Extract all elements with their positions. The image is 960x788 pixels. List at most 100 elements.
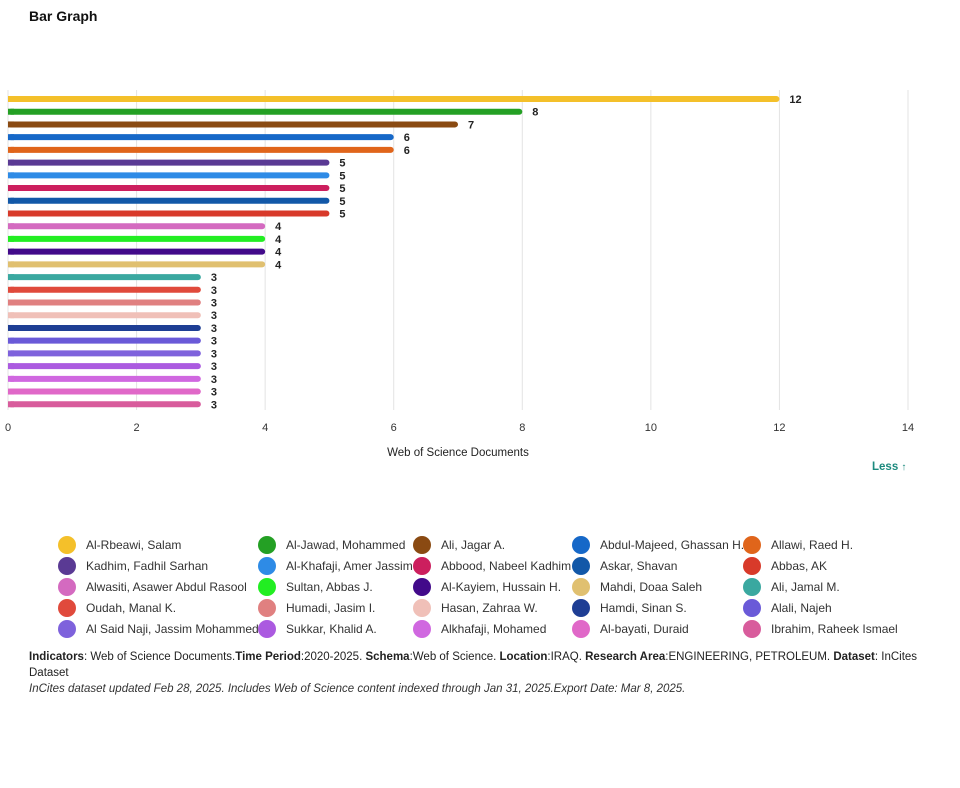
bar[interactable] bbox=[8, 146, 394, 153]
legend-item[interactable]: Al Said Naji, Jassim Mohammed bbox=[58, 620, 259, 638]
less-button[interactable]: Less ↑ bbox=[872, 461, 906, 473]
legend-item[interactable]: Al-Jawad, Mohammed bbox=[258, 536, 405, 554]
legend-item[interactable]: Sukkar, Khalid A. bbox=[258, 620, 377, 638]
legend-swatch-icon bbox=[743, 599, 761, 617]
legend-swatch-icon bbox=[258, 599, 276, 617]
bar-value-label: 3 bbox=[211, 310, 217, 322]
bar-base bbox=[8, 210, 14, 217]
bar-base bbox=[8, 261, 14, 268]
bar[interactable] bbox=[8, 350, 201, 357]
legend-swatch-icon bbox=[572, 557, 590, 575]
legend-item[interactable]: Al-Rbeawi, Salam bbox=[58, 536, 181, 554]
x-tick-label: 4 bbox=[262, 422, 268, 434]
bar-base bbox=[8, 324, 14, 331]
time-period-value: :2020-2025. bbox=[300, 651, 366, 663]
bar-value-label: 3 bbox=[211, 387, 217, 399]
legend-item[interactable]: Al-Kayiem, Hussain H. bbox=[413, 578, 561, 596]
bar-base bbox=[8, 401, 14, 408]
bar-value-label: 4 bbox=[275, 247, 282, 259]
bar[interactable] bbox=[8, 363, 201, 370]
location-value: :IRAQ. bbox=[547, 651, 586, 663]
bar[interactable] bbox=[8, 235, 266, 242]
legend-label: Abdul-Majeed, Ghassan H. bbox=[600, 538, 745, 552]
bar[interactable] bbox=[8, 401, 201, 408]
bar[interactable] bbox=[8, 172, 330, 179]
bar-base bbox=[8, 223, 14, 230]
legend-swatch-icon bbox=[58, 578, 76, 596]
bar[interactable] bbox=[8, 134, 394, 141]
legend-label: Ali, Jagar A. bbox=[441, 538, 506, 552]
bar-base bbox=[8, 134, 14, 141]
bar-value-label: 5 bbox=[339, 183, 345, 195]
legend-item[interactable]: Abbas, AK bbox=[743, 557, 827, 575]
legend-item[interactable]: Abbood, Nabeel Kadhim bbox=[413, 557, 571, 575]
legend-item[interactable]: Al-bayati, Duraid bbox=[572, 620, 689, 638]
legend-item[interactable]: Oudah, Manal K. bbox=[58, 599, 176, 617]
bar-value-label: 3 bbox=[211, 399, 217, 411]
legend-swatch-icon bbox=[413, 620, 431, 638]
legend-item[interactable]: Hamdi, Sinan S. bbox=[572, 599, 687, 617]
legend-item[interactable]: Kadhim, Fadhil Sarhan bbox=[58, 557, 208, 575]
bar-value-label: 3 bbox=[211, 323, 217, 335]
bar-value-label: 6 bbox=[404, 145, 410, 157]
bar[interactable] bbox=[8, 96, 780, 102]
legend-label: Humadi, Jasim I. bbox=[286, 601, 376, 615]
legend-item[interactable]: Ibrahim, Raheek Ismael bbox=[743, 620, 898, 638]
bar-base bbox=[8, 299, 14, 306]
bar[interactable] bbox=[8, 108, 523, 115]
bar[interactable] bbox=[8, 299, 201, 306]
bar[interactable] bbox=[8, 248, 266, 255]
legend-item[interactable]: Askar, Shavan bbox=[572, 557, 677, 575]
legend-item[interactable]: Hasan, Zahraa W. bbox=[413, 599, 538, 617]
bar[interactable] bbox=[8, 274, 201, 281]
bar-base bbox=[8, 363, 14, 370]
legend-label: Al-bayati, Duraid bbox=[600, 622, 689, 636]
legend-item[interactable]: Sultan, Abbas J. bbox=[258, 578, 373, 596]
bar[interactable] bbox=[8, 159, 330, 166]
legend-label: Ibrahim, Raheek Ismael bbox=[771, 622, 898, 636]
bar[interactable] bbox=[8, 312, 201, 319]
legend-item[interactable]: Alkhafaji, Mohamed bbox=[413, 620, 546, 638]
legend-swatch-icon bbox=[258, 536, 276, 554]
bar-base bbox=[8, 312, 14, 319]
bar[interactable] bbox=[8, 337, 201, 344]
bar-base bbox=[8, 108, 14, 115]
legend-item[interactable]: Al-Khafaji, Amer Jassim bbox=[258, 557, 413, 575]
bar-value-label: 5 bbox=[339, 208, 345, 220]
legend-label: Alali, Najeh bbox=[771, 601, 832, 615]
bar[interactable] bbox=[8, 121, 458, 128]
bar-value-label: 5 bbox=[339, 196, 345, 208]
bar[interactable] bbox=[8, 286, 201, 293]
legend-item[interactable]: Alali, Najeh bbox=[743, 599, 832, 617]
legend-swatch-icon bbox=[743, 578, 761, 596]
legend-label: Al-Jawad, Mohammed bbox=[286, 538, 406, 552]
bar[interactable] bbox=[8, 375, 201, 382]
legend-item[interactable]: Humadi, Jasim I. bbox=[258, 599, 375, 617]
bar[interactable] bbox=[8, 185, 330, 192]
bar[interactable] bbox=[8, 388, 201, 395]
bar[interactable] bbox=[8, 197, 330, 204]
dataset-label: Dataset bbox=[833, 651, 875, 663]
legend-swatch-icon bbox=[572, 620, 590, 638]
legend-item[interactable]: Ali, Jamal M. bbox=[743, 578, 840, 596]
footer-meta: Indicators: Web of Science Documents.Tim… bbox=[29, 649, 929, 681]
bar-value-label: 3 bbox=[211, 298, 217, 310]
legend-swatch-icon bbox=[58, 620, 76, 638]
legend-item[interactable]: Abdul-Majeed, Ghassan H. bbox=[572, 536, 744, 554]
research-area-value: :ENGINEERING, PETROLEUM. bbox=[665, 651, 834, 663]
legend-item[interactable]: Allawi, Raed H. bbox=[743, 536, 853, 554]
bar-value-label: 3 bbox=[211, 336, 217, 348]
footer-note: InCites dataset updated Feb 28, 2025. In… bbox=[29, 683, 686, 695]
legend-item[interactable]: Alwasiti, Asawer Abdul Rasool bbox=[58, 578, 247, 596]
legend-swatch-icon bbox=[258, 578, 276, 596]
schema-label: Schema bbox=[365, 651, 410, 663]
bar[interactable] bbox=[8, 210, 330, 217]
bar[interactable] bbox=[8, 324, 201, 331]
bar-value-label: 4 bbox=[275, 259, 282, 271]
bar[interactable] bbox=[8, 223, 266, 230]
legend-label: Sultan, Abbas J. bbox=[286, 580, 373, 594]
legend-label: Sukkar, Khalid A. bbox=[286, 622, 377, 636]
legend-item[interactable]: Mahdi, Doaa Saleh bbox=[572, 578, 702, 596]
bar[interactable] bbox=[8, 261, 266, 268]
legend-item[interactable]: Ali, Jagar A. bbox=[413, 536, 505, 554]
